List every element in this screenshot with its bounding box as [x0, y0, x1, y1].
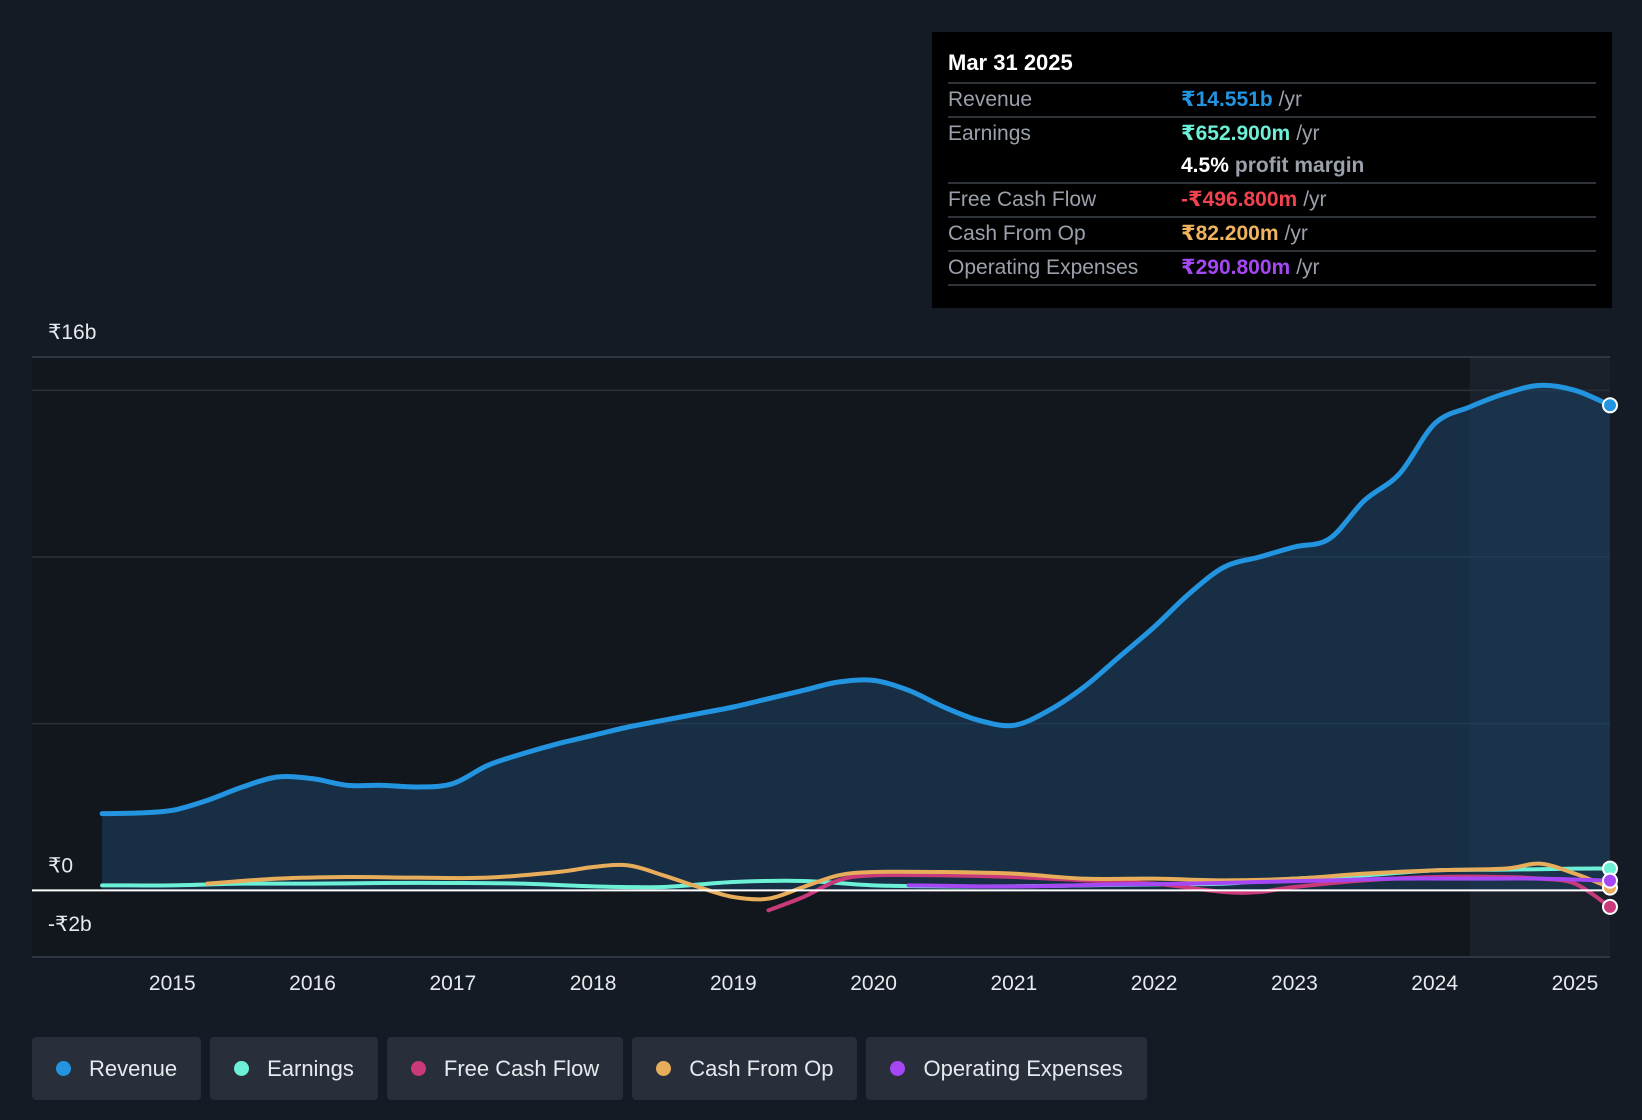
- tooltip-panel: Mar 31 2025 Revenue ₹14.551b /yr Earning…: [932, 32, 1612, 308]
- legend-label: Earnings: [267, 1055, 354, 1081]
- legend-item-cash-from-op[interactable]: Cash From Op: [632, 1037, 858, 1100]
- legend-item-operating-expenses[interactable]: Operating Expenses: [866, 1037, 1147, 1100]
- x-tick-label: 2021: [991, 972, 1038, 995]
- tooltip-date: Mar 31 2025: [948, 50, 1073, 75]
- end-markers: [1602, 397, 1618, 915]
- legend-label: Cash From Op: [689, 1055, 834, 1081]
- tooltip-unit: /yr: [1296, 122, 1320, 145]
- series-lines: [99, 382, 1613, 913]
- tooltip-row-profit-margin: 4.5% profit margin: [948, 150, 1596, 182]
- y-axis-label: ₹16b: [48, 321, 96, 344]
- tooltip-value: ₹290.800m: [1181, 256, 1291, 279]
- tooltip-label: Free Cash Flow: [948, 188, 1097, 211]
- series-areas: [102, 385, 1611, 891]
- tooltip-value: 4.5%: [1181, 154, 1229, 177]
- tooltip-label: Earnings: [948, 122, 1031, 145]
- tooltip-value: ₹652.900m: [1181, 122, 1291, 145]
- x-tick-label: 2019: [710, 972, 757, 995]
- end-point-revenue: [1602, 397, 1618, 414]
- tooltip-label: Operating Expenses: [948, 256, 1139, 279]
- legend-dot-icon: [234, 1061, 250, 1076]
- series-area-revenue: [102, 385, 1611, 891]
- end-point-free-cash-flow: [1602, 898, 1618, 915]
- tooltip-divider: [948, 284, 1596, 286]
- series-line-operating-expenses: [906, 876, 1612, 889]
- x-tick-label: 2025: [1552, 972, 1599, 995]
- tooltip-unit: /yr: [1303, 188, 1327, 211]
- legend-item-free-cash-flow[interactable]: Free Cash Flow: [386, 1037, 624, 1100]
- tooltip-row-cash-from-op: Cash From Op ₹82.200m /yr: [948, 216, 1596, 250]
- legend-label: Revenue: [89, 1055, 178, 1081]
- tooltip-unit: profit margin: [1234, 154, 1365, 177]
- tooltip-unit: /yr: [1284, 222, 1308, 245]
- legend-dot-icon: [410, 1061, 426, 1076]
- x-tick-label: 2024: [1411, 972, 1458, 995]
- tooltip-value: ₹82.200m: [1181, 222, 1279, 245]
- tooltip-unit: /yr: [1296, 256, 1320, 279]
- tooltip-row-earnings: Earnings ₹652.900m /yr: [948, 116, 1596, 150]
- legend-item-earnings[interactable]: Earnings: [210, 1037, 378, 1100]
- x-axis: 2015 2016 2017 2018 2019 2020 2021 2022 2023 2024…: [149, 972, 1598, 995]
- tooltip-row-operating-expenses: Operating Expenses ₹290.800m /yr: [948, 250, 1596, 284]
- legend-dot-icon: [656, 1061, 672, 1076]
- end-point-operating-expenses: [1602, 872, 1618, 889]
- x-tick-label: 2023: [1271, 972, 1318, 995]
- y-axis-label: ₹0: [48, 854, 73, 877]
- tooltip-label: [948, 150, 1181, 182]
- x-tick-label: 2018: [570, 972, 617, 995]
- x-tick-label: 2016: [289, 972, 336, 995]
- legend-item-revenue[interactable]: Revenue: [32, 1037, 202, 1100]
- series-line-cash-from-op: [205, 861, 1612, 902]
- tooltip-unit: /yr: [1278, 88, 1302, 111]
- x-tick-label: 2022: [1131, 972, 1178, 995]
- legend-label: Free Cash Flow: [443, 1055, 600, 1081]
- tooltip-row-free-cash-flow: Free Cash Flow -₹496.800m /yr: [948, 182, 1596, 216]
- tooltip-label: Revenue: [948, 88, 1033, 111]
- tooltip-value: ₹14.551b: [1181, 88, 1273, 111]
- legend-dot-icon: [56, 1061, 71, 1076]
- legend: Revenue Earnings Free Cash Flow Cash Fro…: [32, 1037, 1147, 1100]
- x-tick-label: 2017: [429, 972, 476, 995]
- y-axis-label: -₹2b: [48, 913, 92, 936]
- tooltip-row-revenue: Revenue ₹14.551b /yr: [948, 82, 1596, 116]
- x-tick-label: 2020: [850, 972, 897, 995]
- legend-label: Operating Expenses: [923, 1055, 1123, 1081]
- tooltip-label: Cash From Op: [948, 222, 1086, 245]
- legend-dot-icon: [890, 1061, 906, 1076]
- x-tick-label: 2015: [149, 972, 196, 995]
- series-line-revenue: [99, 382, 1613, 817]
- tooltip-value: -₹496.800m: [1181, 188, 1298, 211]
- y-axis: ₹16b ₹0 -₹2b: [48, 321, 96, 936]
